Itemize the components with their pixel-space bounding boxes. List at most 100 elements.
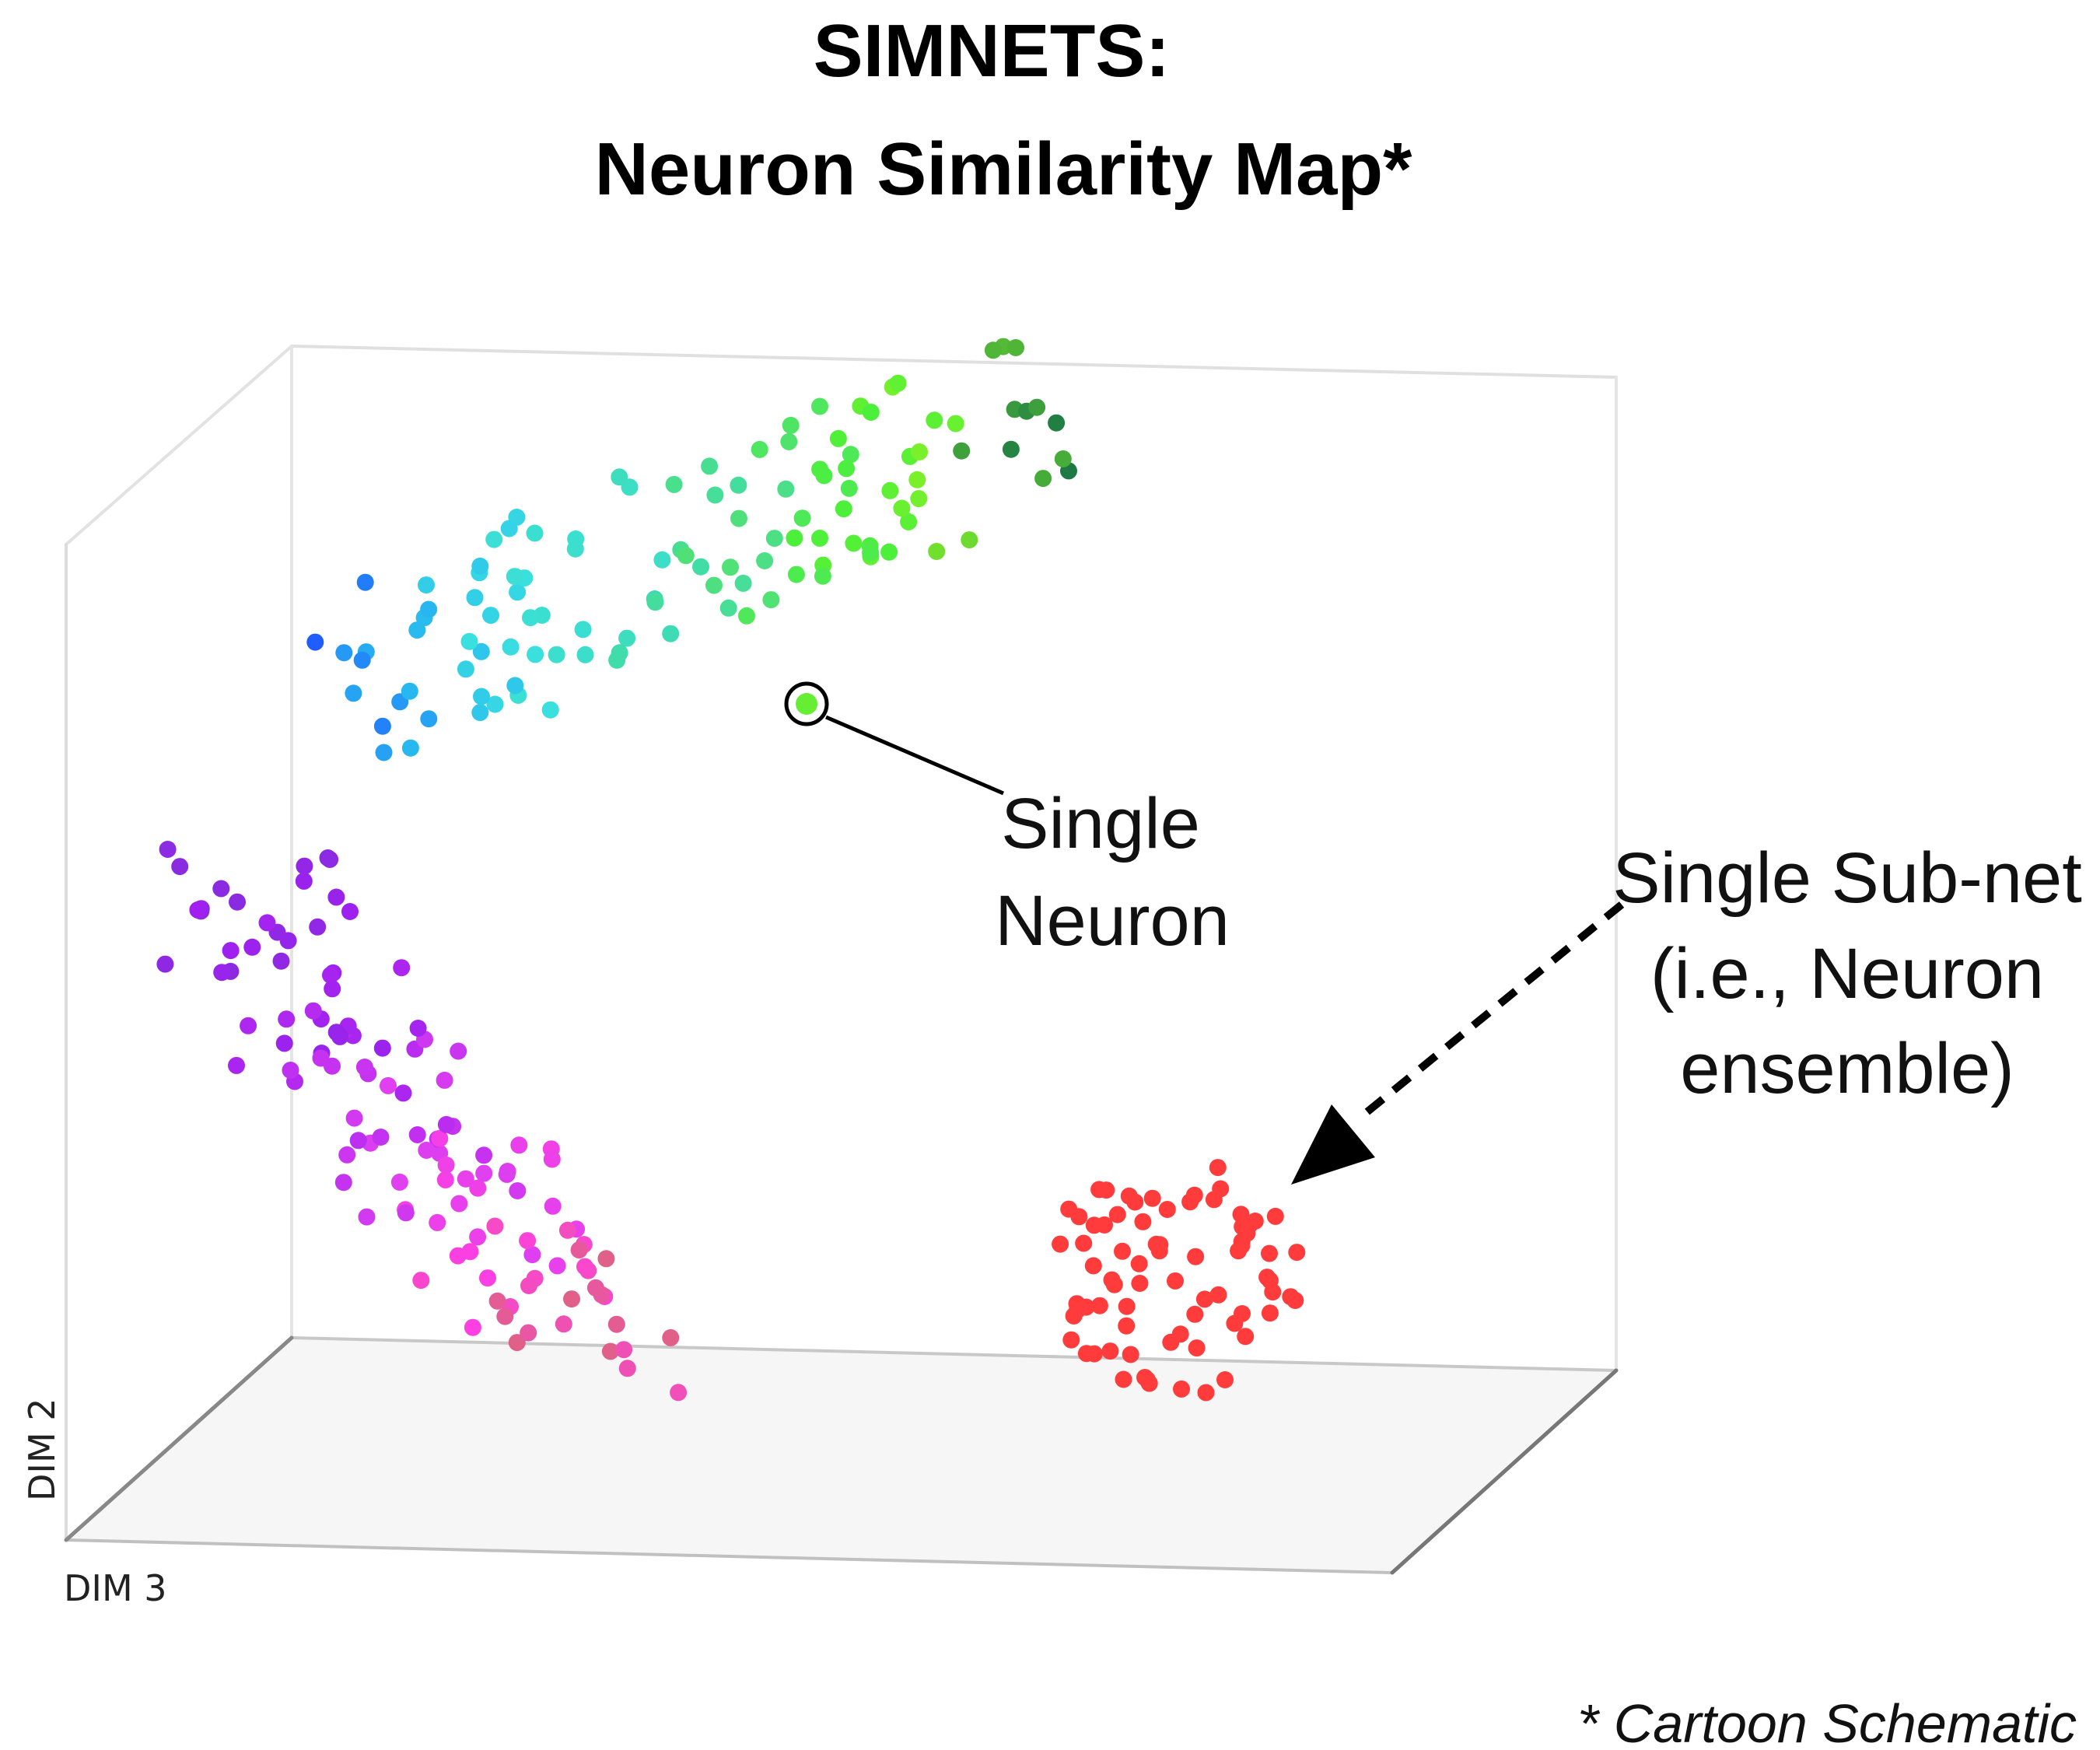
neuron-point [1034, 470, 1052, 488]
neuron-point [429, 1213, 446, 1231]
single-neuron-point [796, 693, 817, 715]
neuron-point [1286, 1292, 1304, 1309]
neuron-point [738, 607, 755, 625]
neuron-point [782, 416, 800, 434]
neuron-point [880, 543, 898, 561]
neuron-point [541, 701, 559, 719]
neuron-point [543, 1150, 561, 1168]
neuron-point [615, 1341, 633, 1359]
neuron-point [401, 682, 418, 700]
neuron-point [576, 1258, 593, 1276]
neuron-point [341, 903, 359, 920]
neuron-point [814, 567, 831, 585]
subnet-arrow-shaft [1354, 901, 1625, 1123]
neuron-point [522, 609, 539, 627]
neuron-point [900, 513, 918, 530]
neuron-point [464, 1318, 481, 1336]
neuron-point [961, 531, 978, 549]
neuron-point [911, 443, 928, 460]
neuron-point [576, 646, 594, 663]
neuron-point [471, 704, 489, 722]
neuron-point [1096, 1216, 1113, 1234]
neuron-point [496, 1307, 514, 1325]
neuron-point [156, 955, 174, 973]
neuron-point [1171, 1325, 1189, 1343]
single-neuron-ring [784, 681, 829, 726]
neuron-point [621, 478, 639, 496]
neuron-point [889, 374, 907, 392]
neuron-point [1131, 1275, 1149, 1292]
neuron-point [1197, 1384, 1215, 1402]
neuron-point [608, 651, 626, 669]
neuron-point [486, 695, 504, 713]
neuron-point [665, 475, 683, 493]
neuron-point [159, 841, 177, 858]
neuron-point [412, 1272, 430, 1290]
neuron-point [586, 1279, 604, 1297]
neuron-point [222, 942, 240, 960]
neuron-point [653, 551, 671, 569]
neuron-point [1028, 398, 1046, 416]
neuron-point [519, 1232, 537, 1250]
neuron-point [706, 486, 724, 504]
neuron-point [272, 952, 290, 970]
neuron-point [1246, 1213, 1264, 1230]
neuron-point [471, 557, 489, 575]
title-line-1: SIMNETS: [814, 9, 1171, 93]
neuron-point [845, 534, 863, 552]
floor-plane [66, 1338, 1616, 1573]
neuron-point [780, 432, 798, 450]
neuron-point [240, 1017, 257, 1034]
neuron-point [393, 959, 411, 977]
neuron-point [1134, 1213, 1152, 1230]
neuron-point [331, 1027, 349, 1045]
neuron-point [811, 530, 828, 547]
neuron-point [321, 851, 339, 868]
neuron-point [526, 524, 544, 542]
subnet-label-line-2: (i.e., Neuron [1650, 934, 2044, 1013]
neuron-point [418, 576, 435, 594]
neuron-point [1212, 1180, 1230, 1198]
box-edge [65, 345, 293, 546]
neuron-point [765, 530, 783, 548]
box-edge [64, 1335, 294, 1542]
neuron-point [356, 573, 374, 591]
neuron-point [479, 1269, 496, 1287]
neuron-point [1136, 1369, 1153, 1386]
neuron-point [436, 1171, 454, 1188]
neuron-point [1143, 1189, 1161, 1207]
neuron-point [457, 1170, 474, 1188]
neuron-point [1060, 1200, 1078, 1218]
neuron-point [324, 1057, 341, 1075]
neuron-point [1075, 1234, 1093, 1252]
neuron-point [862, 404, 880, 421]
neuron-point [548, 1257, 566, 1275]
neuron-point [751, 440, 768, 458]
neuron-point [953, 442, 971, 460]
neuron-point [862, 544, 880, 562]
neuron-point [408, 1126, 426, 1143]
axis-label-dim2: DIM 2 [21, 1398, 63, 1501]
neuron-point [1101, 1342, 1119, 1360]
neuron-point [475, 1164, 493, 1182]
box-edge [1390, 1368, 1619, 1575]
neuron-point [835, 500, 852, 518]
neuron-point [304, 1002, 322, 1020]
plot-box [64, 345, 1619, 1575]
neuron-point [482, 607, 499, 625]
neuron-point [908, 471, 926, 488]
single-neuron-label-line-1: Single [1001, 784, 1200, 863]
neuron-point [275, 1034, 293, 1052]
neuron-point [1002, 440, 1020, 458]
neuron-point [488, 1292, 506, 1310]
neuron-point [1108, 1206, 1126, 1223]
neuron-point [431, 1129, 449, 1147]
neuron-point [436, 1071, 453, 1089]
neuron-point [1130, 1255, 1148, 1272]
neuron-point [472, 642, 490, 660]
neuron-point [662, 1328, 680, 1346]
neuron-point [349, 1132, 367, 1150]
single-neuron-callout [784, 681, 1004, 796]
neuron-point [1258, 1269, 1276, 1286]
neuron-point [420, 710, 438, 728]
